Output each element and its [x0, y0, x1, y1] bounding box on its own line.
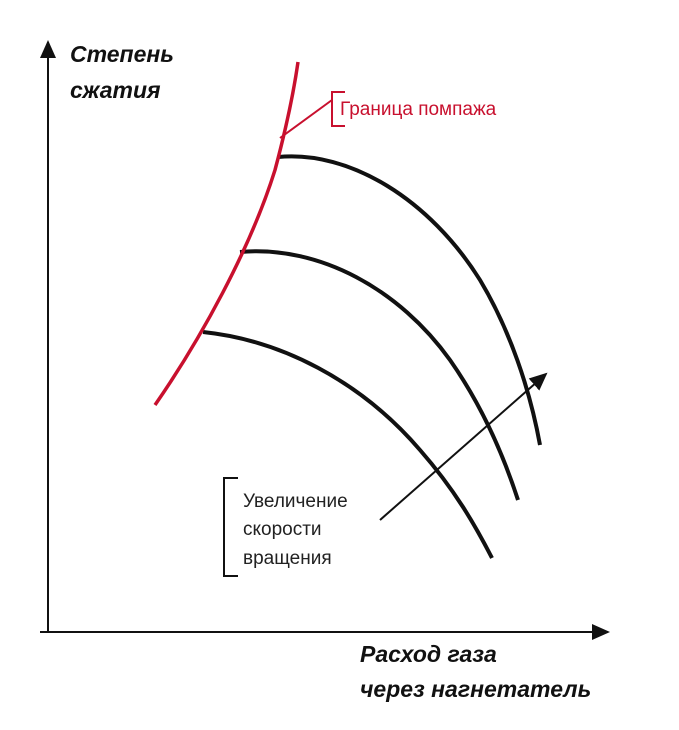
speed-curve — [277, 154, 542, 446]
bracket — [331, 91, 345, 127]
surge-label: Граница помпажа — [340, 99, 497, 120]
speed-curve — [239, 249, 520, 501]
speed-label: вращения — [243, 548, 332, 569]
speed-curve — [202, 330, 494, 559]
x-axis-label: через нагнетатель — [360, 676, 591, 702]
leader-line — [279, 99, 333, 139]
increase-arrow — [379, 372, 548, 521]
x-axis-label: Расход газа — [360, 641, 497, 667]
y-axis-label: Степень — [70, 41, 174, 67]
speed-label: Увеличение — [243, 491, 348, 512]
surge-line — [153, 61, 300, 406]
bracket — [223, 477, 238, 577]
speed-label: скорости — [243, 519, 322, 540]
y-axis-label: сжатия — [70, 77, 161, 103]
